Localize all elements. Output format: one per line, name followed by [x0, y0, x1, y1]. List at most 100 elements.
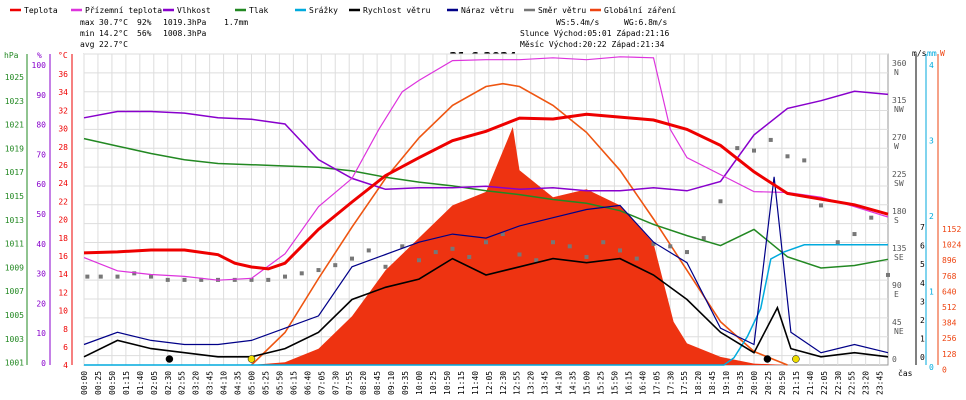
time-tick: 16:15: [624, 371, 633, 395]
axis-dir-tick: 90: [892, 281, 902, 290]
legend-label: Vlhkost: [177, 6, 211, 15]
axis-pct-unit: %: [37, 51, 42, 60]
legend-label: Směr větru: [538, 6, 586, 15]
wind-direction-point: [785, 154, 790, 159]
axis-temp-tick: 18: [58, 234, 68, 243]
axis-dir-tick: 135: [892, 244, 907, 253]
wind-direction-point: [819, 203, 823, 208]
x-axis-unit: čas: [898, 368, 913, 378]
wind-direction-point: [802, 158, 807, 163]
axis-dir-letter: NE: [894, 327, 904, 336]
axis-w-tick: 256: [942, 334, 957, 343]
wind-direction-point: [517, 252, 522, 257]
legend: Teplota Přízemní teplota Vlhkost Tlak Srážky…: [10, 6, 676, 15]
time-tick: 17:30: [666, 371, 675, 395]
wind-direction-point: [232, 277, 237, 282]
time-tick: 20:00: [750, 371, 759, 395]
data-layer: [83, 56, 890, 366]
time-tick: 12:55: [513, 371, 522, 395]
axis-dir-tick: 45: [892, 318, 902, 327]
axis-ms-tick: 1: [920, 335, 925, 344]
time-tick: 09:35: [401, 371, 410, 395]
time-tick: 05:25: [261, 371, 270, 395]
axes: hPa1025102310211019101710151013101110091…: [4, 49, 961, 395]
time-tick: 02:55: [178, 371, 187, 395]
wind-direction-point: [350, 256, 354, 261]
wind-direction-point: [450, 246, 455, 251]
axis-hpa-tick: 1015: [5, 192, 24, 201]
wind-direction-point: [718, 199, 723, 204]
axis-dir-letter: E: [894, 290, 899, 299]
moonrise-marker: [763, 355, 772, 363]
time-tick: 05:00: [248, 371, 257, 395]
time-tick: 08:45: [373, 371, 382, 395]
wind-direction-point: [484, 240, 488, 245]
axis-w-tick: 1024: [942, 241, 961, 250]
axis-w-tick: 896: [942, 256, 957, 265]
axis-ms-tick: 2: [920, 316, 925, 325]
wind-direction-point: [115, 274, 120, 279]
axis-hpa-tick: 1025: [5, 73, 24, 82]
axis-hpa-tick: 1023: [5, 97, 24, 106]
temperature-line: [83, 112, 889, 271]
radiation-area: [84, 127, 888, 365]
wind-direction-point: [400, 244, 405, 249]
pressure-line: [83, 137, 889, 269]
time-tick: 04:10: [220, 371, 229, 395]
stat-avg-label: avg: [80, 40, 95, 49]
axis-hpa-tick: 1011: [5, 240, 24, 249]
time-tick: 15:50: [610, 371, 619, 395]
axis-dir-letter: SW: [894, 179, 904, 188]
wind-direction-point: [366, 248, 371, 253]
legend-label: Globální záření: [604, 6, 676, 15]
axis-temp-tick: 36: [58, 70, 68, 79]
stat-min-temp: 14.2°C: [99, 29, 128, 38]
stats-block: max 30.7°C 92% 1019.3hPa 1.7mm min 14.2°…: [80, 18, 669, 49]
axis-temp-tick: 6: [63, 343, 68, 352]
axis-temp-tick: 26: [58, 161, 68, 170]
axis-pct-tick: 20: [36, 299, 46, 308]
time-tick: 12:05: [485, 371, 494, 395]
time-tick: 21:40: [806, 371, 815, 395]
wind-direction-point: [601, 240, 606, 245]
time-tick: 01:40: [136, 371, 145, 395]
stat-moon: Měsíc Východ:20:22 Západ:21:34: [520, 40, 665, 49]
stat-min-press: 1008.3hPa: [163, 29, 207, 38]
time-tick: 00:50: [108, 371, 117, 395]
axis-hpa-tick: 1007: [5, 287, 24, 296]
axis-dir-letter: W: [894, 142, 899, 151]
axis-dir-letter: S: [894, 216, 899, 225]
time-tick: 23:45: [876, 371, 885, 395]
stat-avg-temp: 22.7°C: [99, 40, 128, 49]
time-tick: 05:50: [275, 371, 284, 395]
axis-w-tick: 1152: [942, 225, 961, 234]
wind-direction-point: [701, 236, 706, 241]
stat-max-hum: 92%: [137, 18, 152, 27]
wind-direction-point: [85, 274, 90, 279]
humidity-line: [83, 90, 889, 192]
axis-hpa-tick: 1003: [5, 335, 24, 344]
rain-line: [84, 244, 888, 366]
wind-direction-point: [886, 272, 890, 277]
time-tick: 06:15: [289, 371, 298, 395]
time-tick: 17:55: [680, 371, 689, 395]
time-tick: 18:45: [708, 371, 717, 395]
time-tick: 20:50: [778, 371, 787, 395]
ground-temp-line: [83, 56, 889, 281]
wind-direction-point: [316, 268, 321, 273]
wind-direction-point: [685, 250, 689, 255]
axis-mm-tick: 4: [929, 61, 934, 70]
legend-label: Tlak: [249, 6, 268, 15]
axis-dir-tick: 225: [892, 170, 907, 179]
legend-label: Náraz větru: [461, 6, 514, 15]
stat-max-label: max: [80, 18, 95, 27]
axis-hpa-tick: 1017: [5, 168, 24, 177]
axis-ms-tick: 7: [920, 223, 925, 232]
axis-w-unit: W: [940, 49, 945, 58]
wind-direction-point: [383, 264, 388, 269]
wind-gust-line: [83, 176, 889, 354]
time-tick: 14:35: [569, 371, 578, 395]
wind-direction-point: [768, 137, 773, 142]
axis-pct-tick: 10: [36, 329, 46, 338]
